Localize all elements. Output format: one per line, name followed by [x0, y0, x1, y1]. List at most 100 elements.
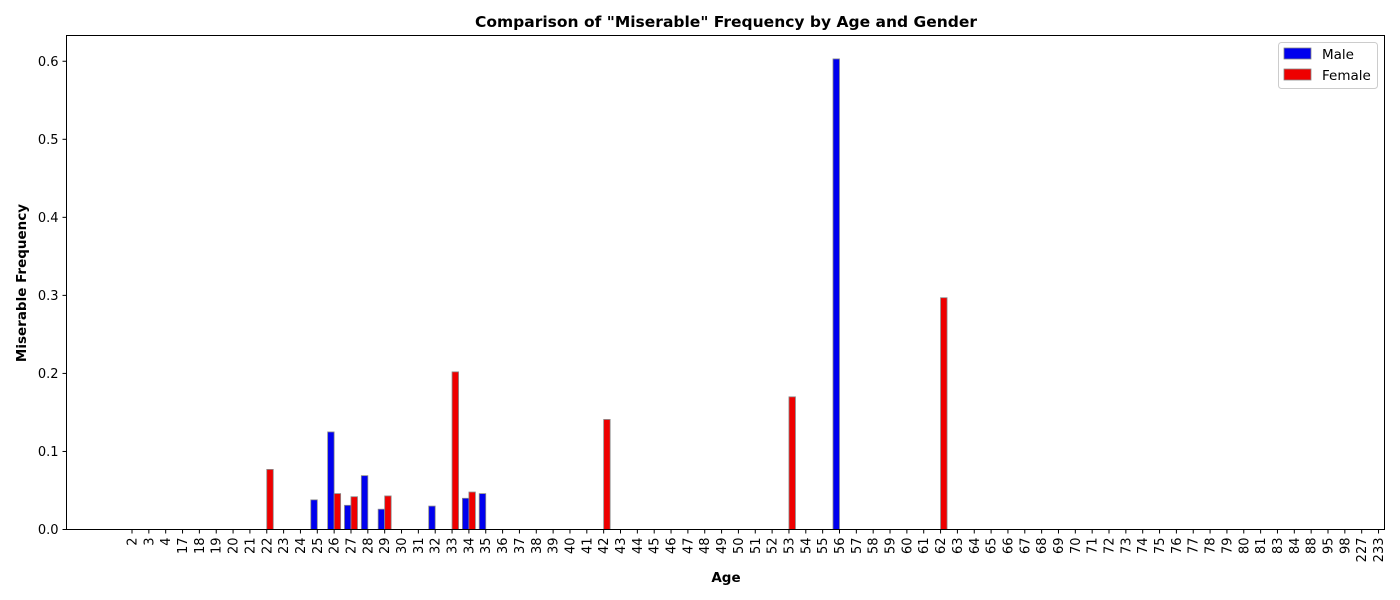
legend: Male Female — [1278, 42, 1378, 89]
x-tick-label: 56 — [833, 538, 848, 555]
x-tick-label: 73 — [1119, 538, 1134, 555]
x-tick-label: 18 — [193, 538, 208, 555]
x-tick-label: 54 — [799, 538, 814, 555]
x-tick-label: 4 — [159, 538, 174, 546]
x-tick-label: 71 — [1086, 538, 1101, 555]
x-tick-label: 67 — [1018, 538, 1033, 555]
x-tick-label: 95 — [1321, 538, 1336, 555]
x-tick-label: 28 — [361, 538, 376, 555]
legend-swatch-male — [1283, 47, 1312, 60]
x-tick-label: 36 — [496, 538, 511, 555]
x-tick-label: 60 — [900, 538, 915, 555]
x-tick-label: 70 — [1069, 538, 1084, 555]
legend-label-male: Male — [1322, 47, 1354, 63]
x-tick-label: 49 — [715, 538, 730, 555]
bar-female-age-62 — [940, 297, 948, 530]
x-tick-label: 69 — [1052, 538, 1067, 555]
x-tick-label: 24 — [294, 538, 309, 555]
x-tick-label: 62 — [934, 538, 949, 555]
x-tick-label: 33 — [446, 538, 461, 555]
x-tick-label: 38 — [530, 538, 545, 555]
x-tick-label: 35 — [479, 538, 494, 555]
x-tick-label: 19 — [210, 538, 225, 555]
bar-male-age-56 — [832, 58, 840, 530]
x-tick-label: 64 — [968, 538, 983, 555]
chart-title: Comparison of "Miserable" Frequency by A… — [475, 13, 977, 31]
x-tick-label: 74 — [1136, 538, 1151, 555]
x-tick-label: 76 — [1170, 538, 1185, 555]
x-tick-label: 46 — [665, 538, 680, 555]
x-axis: 2 3 4 17 18 19 20 21 22 23 24 25 26 27 28 29 30 31 32 33 34 3… — [126, 529, 1387, 563]
x-tick-label: 39 — [547, 538, 562, 555]
x-tick-label: 48 — [698, 538, 713, 555]
bar-female-age-29 — [384, 495, 392, 530]
x-tick-label: 32 — [429, 538, 444, 555]
x-tick-label: 79 — [1220, 538, 1235, 555]
x-tick-label: 25 — [311, 538, 326, 555]
x-tick-label: 59 — [884, 538, 899, 555]
x-tick-label: 44 — [631, 538, 646, 555]
x-tick-label: 61 — [917, 538, 932, 555]
plot-frame — [66, 35, 1385, 530]
x-tick-label: 78 — [1204, 538, 1219, 555]
x-tick-label: 20 — [227, 538, 242, 555]
bar-female-age-26 — [333, 493, 342, 530]
x-tick-label: 30 — [395, 538, 410, 555]
bar-female-age-42 — [603, 419, 611, 530]
x-tick-label: 84 — [1288, 538, 1303, 555]
x-tick-label: 80 — [1237, 538, 1252, 555]
bar-male-age-26 — [327, 431, 335, 530]
x-tick-label: 27 — [344, 538, 359, 555]
x-tick-label: 68 — [1035, 538, 1050, 555]
x-tick-label: 88 — [1305, 538, 1320, 555]
x-tick-label: 63 — [951, 538, 966, 555]
x-tick-label: 26 — [328, 538, 343, 555]
x-tick-label: 51 — [749, 538, 764, 555]
y-tick-label: 0.1 — [38, 445, 59, 460]
bar-male-age-35 — [478, 493, 487, 530]
x-tick-label: 66 — [1001, 538, 1016, 555]
legend-swatch-female — [1283, 68, 1312, 81]
x-tick-label: 37 — [513, 538, 528, 555]
bar-female-age-22 — [266, 469, 274, 530]
bar-male-age-27 — [344, 504, 352, 530]
x-tick-label: 52 — [766, 538, 781, 555]
x-tick-label: 17 — [176, 538, 191, 555]
x-tick-label: 227 — [1355, 538, 1370, 563]
x-tick-label: 42 — [597, 538, 612, 555]
x-tick-label: 58 — [867, 538, 882, 555]
plot-area — [266, 58, 948, 530]
bar-male-age-34 — [461, 497, 470, 530]
x-tick-label: 72 — [1103, 538, 1118, 555]
x-tick-label: 43 — [614, 538, 629, 555]
bar-female-age-53 — [788, 396, 796, 530]
x-tick-label: 65 — [985, 538, 1000, 555]
x-tick-label: 233 — [1372, 538, 1387, 563]
y-tick-label: 0.3 — [38, 289, 59, 304]
y-axis: 0.0 0.1 0.2 0.3 0.4 0.5 0.6 — [38, 55, 67, 538]
bar-male-age-28 — [360, 475, 369, 530]
y-tick-label: 0.5 — [38, 133, 59, 148]
x-tick-label: 31 — [412, 538, 427, 555]
y-tick-label: 0.4 — [38, 211, 59, 226]
x-tick-label: 47 — [681, 538, 696, 555]
x-tick-label: 41 — [580, 538, 595, 555]
y-axis-label: Miserable Frequency — [14, 204, 30, 362]
bar-female-age-27 — [350, 496, 358, 530]
bar-male-age-29 — [377, 508, 386, 530]
y-tick-label: 0.0 — [38, 523, 59, 538]
x-tick-label: 55 — [816, 538, 831, 555]
bar-female-age-33 — [451, 371, 459, 530]
x-tick-label: 29 — [378, 538, 393, 555]
bar-male-age-25 — [310, 499, 318, 530]
x-tick-label: 53 — [782, 538, 797, 555]
x-tick-label: 50 — [732, 538, 747, 555]
x-tick-label: 22 — [260, 538, 275, 555]
x-tick-label: 23 — [277, 538, 292, 555]
bar-female-age-34 — [468, 491, 476, 530]
x-tick-label: 81 — [1254, 538, 1269, 555]
y-tick-label: 0.6 — [38, 55, 59, 70]
x-tick-label: 3 — [142, 538, 157, 546]
x-tick-label: 2 — [126, 538, 141, 546]
